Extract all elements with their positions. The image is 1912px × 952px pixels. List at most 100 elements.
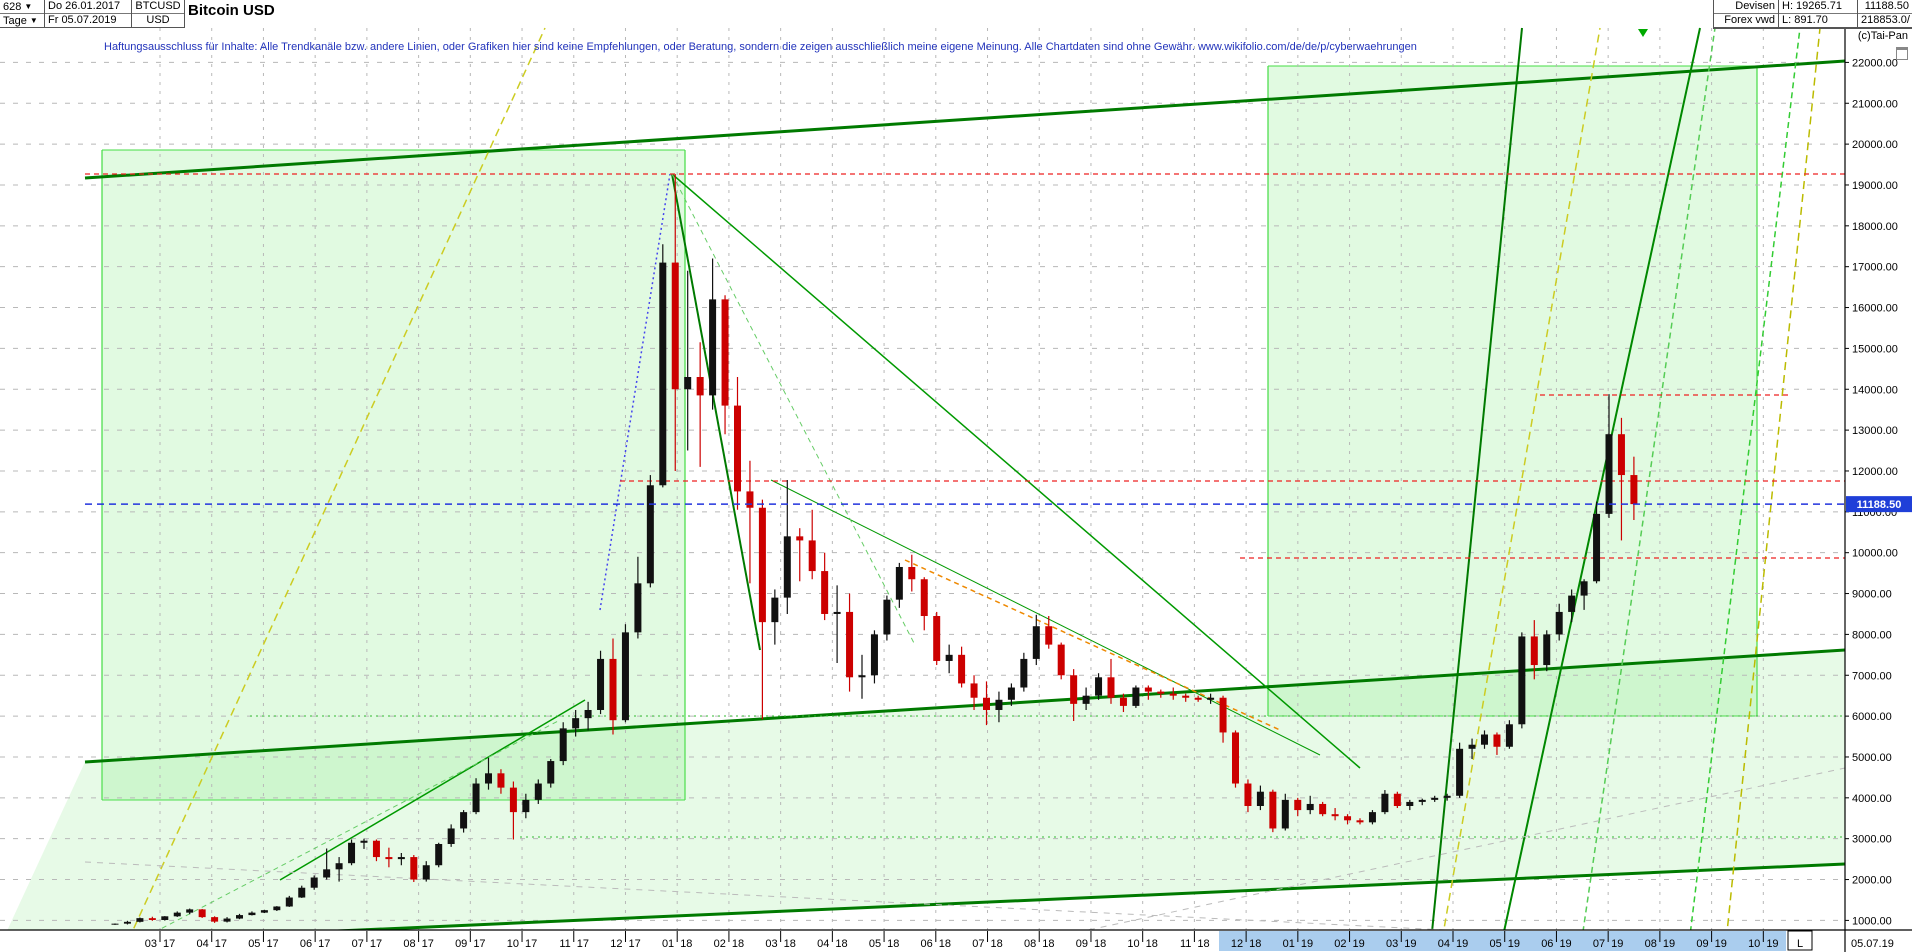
candle-body [1505, 724, 1513, 747]
y-axis-label: 14000.00 [1852, 384, 1898, 396]
x-axis-label: 17 [577, 938, 589, 950]
x-axis-label: 10 [1127, 938, 1139, 950]
candle-body [1356, 820, 1364, 823]
candle-body [223, 918, 231, 922]
candle-body [161, 916, 169, 920]
candle-body [1157, 691, 1165, 694]
trend-line [770, 479, 1321, 756]
candle-body [1132, 687, 1140, 706]
candle-body [236, 915, 243, 919]
y-axis-label: 20000.00 [1852, 139, 1898, 151]
y-axis-label: 10000.00 [1852, 548, 1898, 560]
candle-body [323, 869, 331, 878]
x-axis-label: 11 [559, 938, 570, 950]
x-axis-label: 08 [403, 938, 415, 950]
candle-body [1119, 697, 1127, 706]
x-axis-label: 08 [1024, 938, 1036, 950]
candle-body [1543, 634, 1551, 666]
x-axis-label: 19 [1456, 938, 1468, 950]
candle-body [597, 658, 605, 710]
candle-body [509, 787, 517, 813]
x-axis-label: 03 [145, 938, 157, 950]
x-axis-label: 06 [300, 938, 312, 950]
candle-body [983, 697, 990, 710]
candle-body [970, 683, 978, 698]
x-axis-label: 07 [972, 938, 984, 950]
candle-body [1244, 783, 1252, 806]
candle-body [609, 658, 617, 721]
y-axis-label: 5000.00 [1852, 752, 1892, 764]
candle-body [472, 783, 480, 813]
x-axis-label: 18 [784, 938, 796, 950]
highlight-band [102, 150, 685, 800]
page-title: Bitcoin USD [188, 2, 275, 19]
x-axis-label: 18 [991, 938, 1003, 950]
y-axis-label: 17000.00 [1852, 262, 1898, 274]
candle-body [1456, 748, 1464, 796]
candle-body [1269, 791, 1277, 829]
last-price-badge-label: 11188.50 [1857, 499, 1902, 511]
candle-body [634, 583, 642, 633]
candle-body [273, 906, 281, 911]
candle-body [1630, 475, 1638, 505]
candle-body [1406, 801, 1414, 806]
candle-body [1605, 434, 1613, 514]
candle-body [908, 566, 916, 580]
x-axis-label: 09 [1696, 938, 1708, 950]
linear-scale-box [1787, 930, 1813, 951]
x-axis-label: 17 [525, 938, 537, 950]
candle-body [572, 718, 580, 729]
candle-body [1331, 814, 1339, 817]
candle-body [335, 863, 343, 870]
candle-body [1207, 697, 1215, 700]
candle-body [460, 812, 468, 829]
candle-body [285, 897, 293, 907]
candle-body [746, 491, 754, 508]
trend-line [904, 559, 1281, 731]
x-axis-label: 04 [817, 938, 829, 950]
candle-body [821, 571, 829, 614]
candle-body [1580, 581, 1588, 596]
candle-body [1368, 812, 1376, 823]
x-axis-label: 17 [628, 938, 640, 950]
x-axis-label: 19 [1301, 938, 1313, 950]
x-axis-label: 18 [680, 938, 692, 950]
candle-body [920, 579, 928, 617]
date-from[interactable]: Do 26.01.2017 [45, 0, 131, 14]
candle-body [1294, 799, 1302, 811]
x-axis-label: 18 [732, 938, 744, 950]
candle-body [1020, 658, 1028, 688]
x-axis-label: 18 [1146, 938, 1158, 950]
y-axis-label: 2000.00 [1852, 875, 1892, 887]
candle-body [348, 842, 356, 864]
candle-body [1070, 675, 1078, 704]
x-axis-label: 05 [1489, 938, 1501, 950]
candle-body [148, 918, 156, 920]
candle-body [833, 611, 841, 614]
chart-header-left: 628 ▼ Tage ▼ Do 26.01.2017 Fr 05.07.2019… [0, 0, 185, 28]
x-axis-label: 19 [1559, 938, 1571, 950]
trend-line [599, 173, 671, 611]
y-axis-label: 7000.00 [1852, 670, 1892, 682]
feed-name: Devisen [1714, 0, 1778, 14]
x-axis-label: 01 [1283, 938, 1295, 950]
currency-label: USD [146, 14, 170, 26]
x-axis-label: 02 [714, 938, 726, 950]
candle-body [1393, 793, 1401, 806]
bars-count-dropdown[interactable]: 628 ▼ [0, 0, 44, 14]
candle-body [522, 799, 530, 813]
candle-body [783, 536, 791, 598]
y-axis-label: 9000.00 [1852, 589, 1892, 601]
y-axis-label: 15000.00 [1852, 343, 1898, 355]
candle-body [1555, 611, 1563, 635]
candle-body [1530, 636, 1538, 666]
period-dropdown[interactable]: Tage ▼ [3, 15, 38, 27]
date-to[interactable]: Fr 05.07.2019 [48, 14, 117, 26]
trend-line [1499, 27, 1701, 951]
restore-window-icon[interactable] [1896, 47, 1908, 60]
x-axis-label: 18 [1197, 938, 1209, 950]
candle-body [734, 405, 741, 492]
candle-body [136, 918, 144, 922]
x-axis-label: 18 [887, 938, 899, 950]
